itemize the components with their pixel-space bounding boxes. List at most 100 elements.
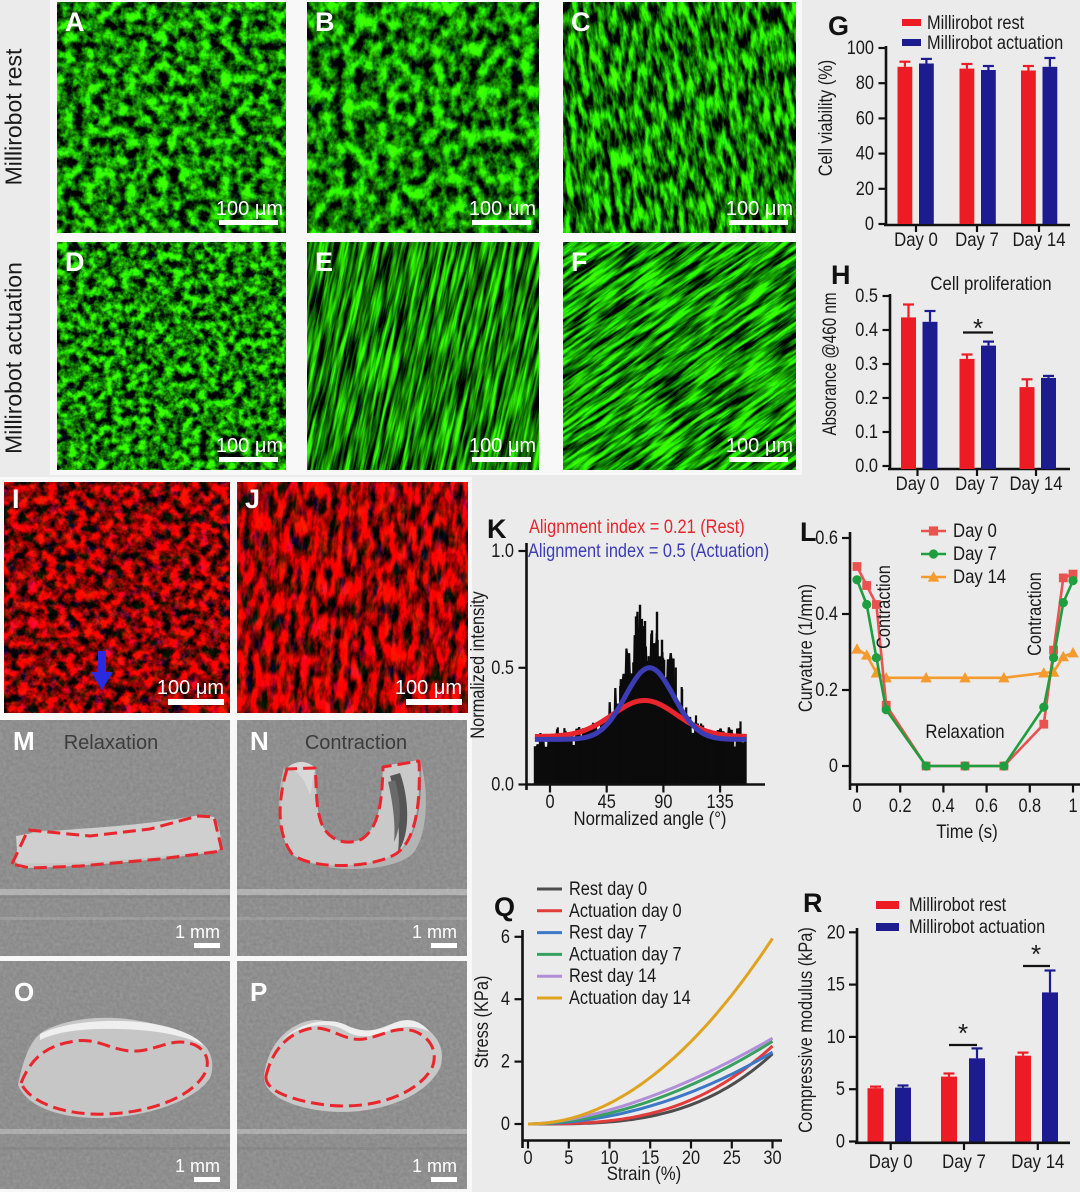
svg-text:Rest day 7: Rest day 7 bbox=[569, 923, 647, 944]
svg-text:60: 60 bbox=[856, 108, 874, 129]
svg-text:Millirobot rest: Millirobot rest bbox=[1, 48, 27, 185]
svg-text:Day 7: Day 7 bbox=[953, 543, 997, 565]
svg-text:20: 20 bbox=[682, 1148, 700, 1169]
svg-text:*: * bbox=[958, 1018, 968, 1048]
svg-text:0.4: 0.4 bbox=[815, 604, 838, 625]
svg-text:Millirobot rest: Millirobot rest bbox=[927, 13, 1025, 34]
svg-text:0: 0 bbox=[523, 1148, 532, 1169]
svg-text:30: 30 bbox=[763, 1148, 781, 1169]
svg-text:Time (s): Time (s) bbox=[936, 821, 998, 843]
svg-text:5: 5 bbox=[836, 1079, 845, 1100]
svg-text:Day 0: Day 0 bbox=[894, 229, 938, 251]
svg-text:15: 15 bbox=[641, 1148, 659, 1169]
svg-text:2: 2 bbox=[501, 1052, 510, 1073]
svg-text:0.2: 0.2 bbox=[889, 796, 912, 817]
svg-text:*: * bbox=[1031, 939, 1041, 969]
svg-text:*: * bbox=[973, 313, 983, 343]
svg-text:D: D bbox=[65, 247, 85, 277]
svg-text:0: 0 bbox=[836, 1132, 845, 1153]
svg-text:E: E bbox=[315, 247, 333, 277]
svg-text:H: H bbox=[831, 260, 851, 290]
svg-text:1: 1 bbox=[1068, 796, 1077, 817]
svg-text:0.5: 0.5 bbox=[855, 286, 878, 307]
svg-text:10: 10 bbox=[827, 1027, 845, 1048]
svg-text:A: A bbox=[65, 7, 85, 37]
svg-text:Alignment index = 0.21 (Rest): Alignment index = 0.21 (Rest) bbox=[529, 517, 745, 538]
svg-text:Day 0: Day 0 bbox=[869, 1151, 913, 1173]
svg-text:Actuation day 0: Actuation day 0 bbox=[569, 901, 682, 922]
svg-text:45: 45 bbox=[598, 792, 616, 813]
svg-text:100 μm: 100 μm bbox=[216, 435, 283, 457]
svg-text:M: M bbox=[13, 726, 35, 756]
svg-text:B: B bbox=[315, 7, 335, 37]
svg-text:0.8: 0.8 bbox=[1018, 796, 1041, 817]
svg-text:0: 0 bbox=[829, 756, 838, 777]
svg-text:100 μm: 100 μm bbox=[395, 677, 462, 699]
svg-text:Day 7: Day 7 bbox=[942, 1151, 986, 1173]
svg-text:Day 7: Day 7 bbox=[955, 473, 999, 495]
svg-text:0.4: 0.4 bbox=[855, 320, 878, 341]
svg-text:N: N bbox=[250, 726, 269, 756]
svg-text:Curvature (1/mm): Curvature (1/mm) bbox=[795, 584, 817, 712]
svg-text:Contraction: Contraction bbox=[873, 565, 895, 649]
svg-text:0: 0 bbox=[865, 214, 874, 235]
svg-text:100 μm: 100 μm bbox=[726, 198, 793, 220]
svg-text:Relaxation: Relaxation bbox=[64, 732, 159, 754]
svg-text:0.2: 0.2 bbox=[855, 388, 878, 409]
svg-text:0.1: 0.1 bbox=[855, 422, 878, 443]
svg-text:80: 80 bbox=[856, 73, 874, 94]
svg-text:20: 20 bbox=[856, 179, 874, 200]
svg-text:1.0: 1.0 bbox=[491, 541, 514, 562]
svg-text:40: 40 bbox=[856, 144, 874, 165]
svg-text:Day 0: Day 0 bbox=[896, 473, 940, 495]
svg-text:Day 14: Day 14 bbox=[1012, 229, 1065, 251]
svg-text:Compressive modulus (kPa): Compressive modulus (kPa) bbox=[795, 927, 817, 1133]
svg-text:1 mm: 1 mm bbox=[175, 922, 220, 942]
svg-text:0.4: 0.4 bbox=[932, 796, 955, 817]
svg-text:Cell viability (%): Cell viability (%) bbox=[815, 60, 837, 177]
svg-text:0: 0 bbox=[545, 792, 554, 813]
svg-text:0.2: 0.2 bbox=[815, 680, 838, 701]
svg-text:0.0: 0.0 bbox=[491, 775, 514, 796]
svg-text:5: 5 bbox=[564, 1148, 573, 1169]
svg-text:Millirobot rest: Millirobot rest bbox=[909, 895, 1007, 916]
svg-text:Alignment index = 0.5 (Actuati: Alignment index = 0.5 (Actuation) bbox=[528, 541, 769, 562]
svg-text:Day 14: Day 14 bbox=[1009, 473, 1062, 495]
svg-text:100 μm: 100 μm bbox=[157, 677, 224, 699]
svg-text:Contraction: Contraction bbox=[305, 732, 407, 754]
svg-text:25: 25 bbox=[723, 1148, 741, 1169]
svg-text:I: I bbox=[12, 484, 20, 514]
svg-text:Day 7: Day 7 bbox=[955, 229, 999, 251]
svg-text:1 mm: 1 mm bbox=[412, 922, 457, 942]
svg-text:Day 0: Day 0 bbox=[953, 520, 997, 542]
svg-text:Relaxation: Relaxation bbox=[925, 721, 1004, 743]
svg-text:4: 4 bbox=[501, 989, 510, 1010]
svg-text:90: 90 bbox=[654, 792, 672, 813]
svg-text:Strain (%): Strain (%) bbox=[607, 1163, 682, 1185]
svg-text:J: J bbox=[245, 484, 260, 514]
svg-text:F: F bbox=[571, 247, 588, 277]
svg-text:15: 15 bbox=[827, 975, 845, 996]
svg-text:100 μm: 100 μm bbox=[469, 198, 536, 220]
svg-text:Rest day 14: Rest day 14 bbox=[569, 966, 657, 987]
svg-text:0.6: 0.6 bbox=[815, 528, 838, 549]
svg-text:0.5: 0.5 bbox=[491, 658, 514, 679]
svg-text:Millirobot actuation: Millirobot actuation bbox=[1, 262, 27, 454]
svg-text:P: P bbox=[250, 977, 267, 1007]
svg-text:Day 14: Day 14 bbox=[953, 566, 1006, 588]
svg-text:O: O bbox=[14, 977, 34, 1007]
svg-text:Actuation day 7: Actuation day 7 bbox=[569, 944, 682, 965]
svg-text:Contraction: Contraction bbox=[1024, 572, 1046, 656]
svg-text:Absorance @460 nm: Absorance @460 nm bbox=[820, 293, 841, 436]
svg-text:10: 10 bbox=[600, 1148, 618, 1169]
svg-text:Normalized intensity: Normalized intensity bbox=[467, 591, 489, 739]
svg-text:20: 20 bbox=[827, 922, 845, 943]
svg-text:R: R bbox=[803, 888, 823, 918]
svg-text:Day 14: Day 14 bbox=[1011, 1151, 1064, 1173]
svg-text:C: C bbox=[571, 7, 591, 37]
svg-text:100: 100 bbox=[847, 38, 874, 59]
svg-text:Millirobot actuation: Millirobot actuation bbox=[909, 917, 1045, 938]
svg-text:0.0: 0.0 bbox=[855, 456, 878, 477]
svg-text:1 mm: 1 mm bbox=[175, 1156, 220, 1176]
svg-text:100 μm: 100 μm bbox=[469, 435, 536, 457]
